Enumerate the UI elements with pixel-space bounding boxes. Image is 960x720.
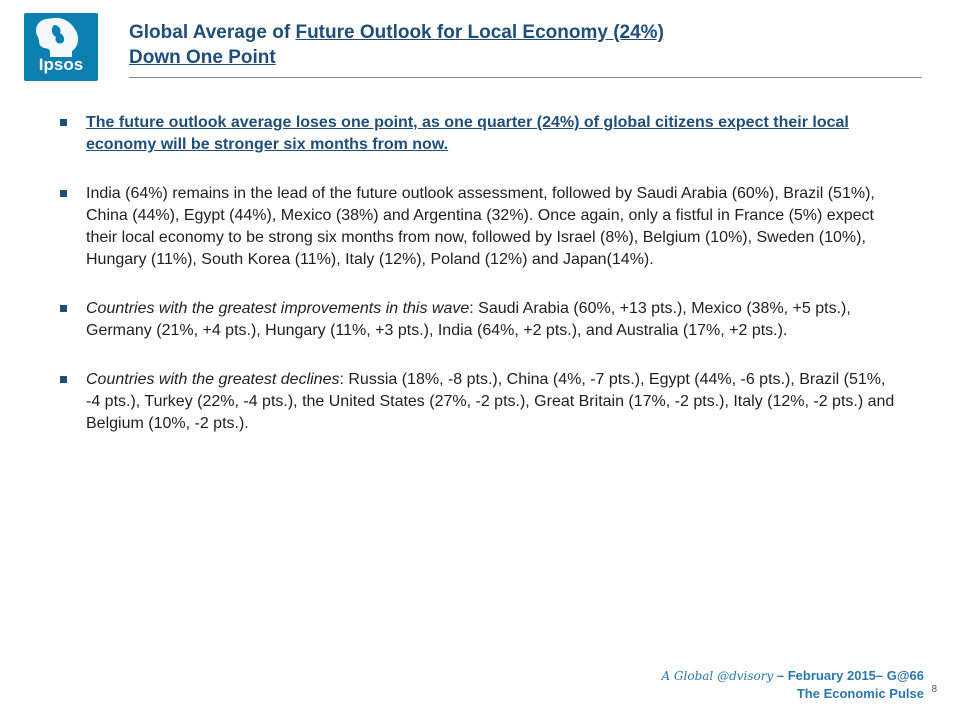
- bullet-square-icon: [60, 119, 67, 126]
- footer: A Global @dvisory – February 2015– G@66 …: [661, 667, 924, 702]
- bullet-square-icon: [60, 376, 67, 383]
- title-underlined-1: Future Outlook for Local Economy (24%): [295, 22, 664, 43]
- title-divider: [129, 77, 922, 78]
- bullet-text-declines: : Russia (18%, -8 pts.), China (4%, -7 p…: [86, 371, 895, 432]
- logo-text: Ipsos: [38, 55, 84, 74]
- bullet-item: Countries with the greatest improvements…: [60, 298, 900, 342]
- bullet-item: Countries with the greatest declines: Ru…: [60, 369, 900, 435]
- logo-head-icon: [36, 17, 79, 57]
- footer-report-name: The Economic Pulse: [796, 686, 924, 701]
- bullet-item: India (64%) remains in the lead of the f…: [60, 183, 900, 271]
- bullet-square-icon: [60, 190, 67, 197]
- bullet-text-leaders: India (64%) remains in the lead of the f…: [86, 185, 875, 268]
- bullet-label-improvements: Countries with the greatest improvements…: [86, 300, 470, 317]
- bullet-list: The future outlook average loses one poi…: [60, 112, 900, 462]
- footer-date: – February 2015– G@66: [773, 668, 924, 683]
- title-underlined-2: Down One Point: [129, 47, 276, 68]
- bullet-label-declines: Countries with the greatest declines: [86, 371, 340, 388]
- page-number: 8: [931, 684, 937, 695]
- bullet-text-headline: The future outlook average loses one poi…: [86, 114, 849, 153]
- title-prefix: Global Average of: [129, 22, 296, 43]
- slide-title: Global Average of Future Outlook for Loc…: [129, 20, 919, 70]
- bullet-item: The future outlook average loses one poi…: [60, 112, 900, 156]
- bullet-text-improvements: : Saudi Arabia (60%, +13 pts.), Mexico (…: [86, 300, 851, 339]
- bullet-square-icon: [60, 305, 67, 312]
- footer-brand: A Global @dvisory: [661, 669, 774, 683]
- ipsos-logo: Ipsos: [24, 13, 98, 81]
